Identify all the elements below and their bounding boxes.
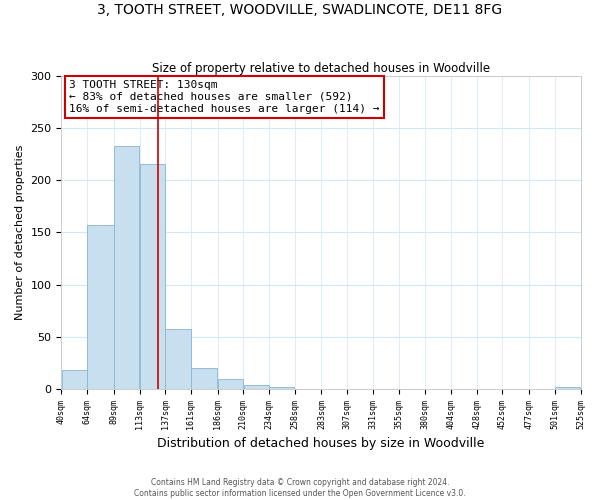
Text: 3, TOOTH STREET, WOODVILLE, SWADLINCOTE, DE11 8FG: 3, TOOTH STREET, WOODVILLE, SWADLINCOTE,… [97, 2, 503, 16]
Bar [62, 370, 87, 389]
Bar [555, 387, 580, 389]
X-axis label: Distribution of detached houses by size in Woodville: Distribution of detached houses by size … [157, 437, 485, 450]
Y-axis label: Number of detached properties: Number of detached properties [15, 144, 25, 320]
Bar [166, 330, 191, 389]
Bar [140, 164, 165, 389]
Bar [191, 368, 217, 389]
Bar [244, 385, 269, 389]
Text: 3 TOOTH STREET: 130sqm
← 83% of detached houses are smaller (592)
16% of semi-de: 3 TOOTH STREET: 130sqm ← 83% of detached… [69, 80, 380, 114]
Bar [218, 378, 243, 389]
Title: Size of property relative to detached houses in Woodville: Size of property relative to detached ho… [152, 62, 490, 74]
Bar [88, 225, 113, 389]
Bar [269, 387, 295, 389]
Bar [114, 146, 139, 389]
Text: Contains HM Land Registry data © Crown copyright and database right 2024.
Contai: Contains HM Land Registry data © Crown c… [134, 478, 466, 498]
